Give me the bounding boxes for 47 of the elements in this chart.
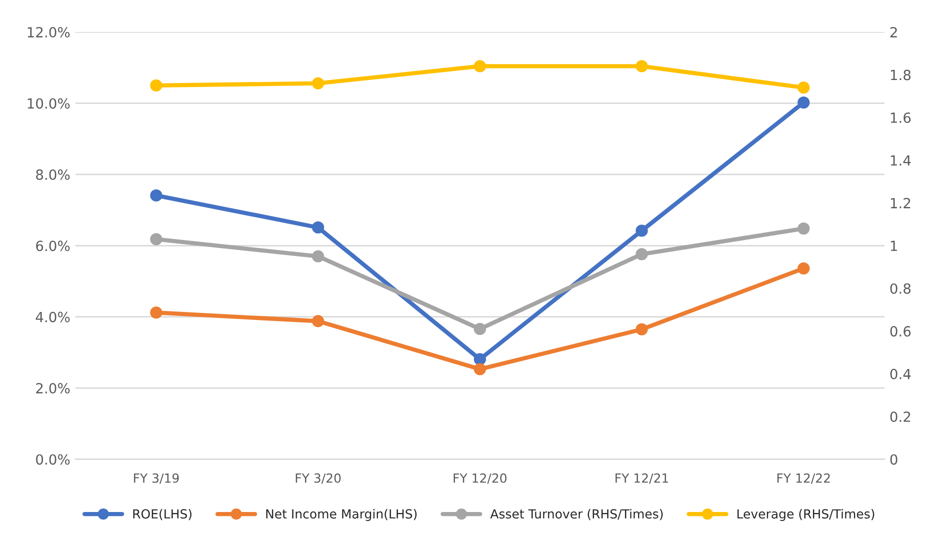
y2-tick-label: 1.2 [890, 198, 910, 208]
point [150, 189, 162, 202]
point [474, 353, 486, 366]
point [798, 96, 810, 109]
y2-tick-label: 1.4 [890, 155, 911, 166]
y2-tick-label: 0.8 [890, 283, 911, 294]
point [474, 363, 486, 376]
legend-label: Leverage (RHS/Times) [737, 508, 874, 522]
point [798, 222, 810, 235]
point [636, 248, 648, 260]
legend-label: ROE(LHS) [133, 508, 192, 520]
x-tick-label: FY 12/21 [616, 473, 668, 484]
point [798, 82, 810, 94]
y-tick-label: 2.0% [36, 383, 70, 394]
point [150, 306, 162, 319]
y2-tick-label: 0.6 [890, 326, 911, 337]
point [474, 322, 486, 336]
y2-tick-label: 0 [890, 454, 898, 465]
y2-tick-label: 1.6 [890, 112, 911, 123]
x-tick-label: FY 3/20 [296, 473, 341, 484]
legend-label: Net Income Margin(LHS) [266, 508, 417, 522]
point [312, 250, 324, 262]
point [636, 224, 648, 237]
y2-tick-label: 0.2 [890, 411, 910, 422]
point [312, 315, 324, 328]
point [150, 233, 162, 246]
y-tick-label: 4.0% [36, 312, 70, 322]
y-tick-label: 6.0% [36, 240, 70, 252]
y2-tick-label: 1.8 [890, 70, 911, 80]
y2-tick-label: 1 [890, 240, 897, 251]
x-tick-label: FY 3/19 [134, 473, 179, 484]
y-tick-label: 0.0% [36, 454, 70, 465]
point [312, 221, 324, 234]
x-tick-label: FY 12/20 [454, 473, 506, 484]
legend-label: Asset Turnover (RHS/Times) [490, 508, 663, 520]
point [150, 79, 162, 92]
y-tick-label: 12.0% [28, 27, 70, 38]
y2-tick-label: 2 [890, 27, 897, 38]
point [636, 60, 648, 72]
y-tick-label: 8.0% [36, 169, 70, 180]
point [312, 77, 324, 90]
y2-tick-label: 0.4 [890, 368, 911, 380]
point [798, 262, 810, 274]
point [636, 323, 648, 336]
point [474, 60, 486, 72]
x-tick-label: FY 12/22 [777, 473, 830, 484]
y-tick-label: 10.0% [28, 98, 70, 109]
